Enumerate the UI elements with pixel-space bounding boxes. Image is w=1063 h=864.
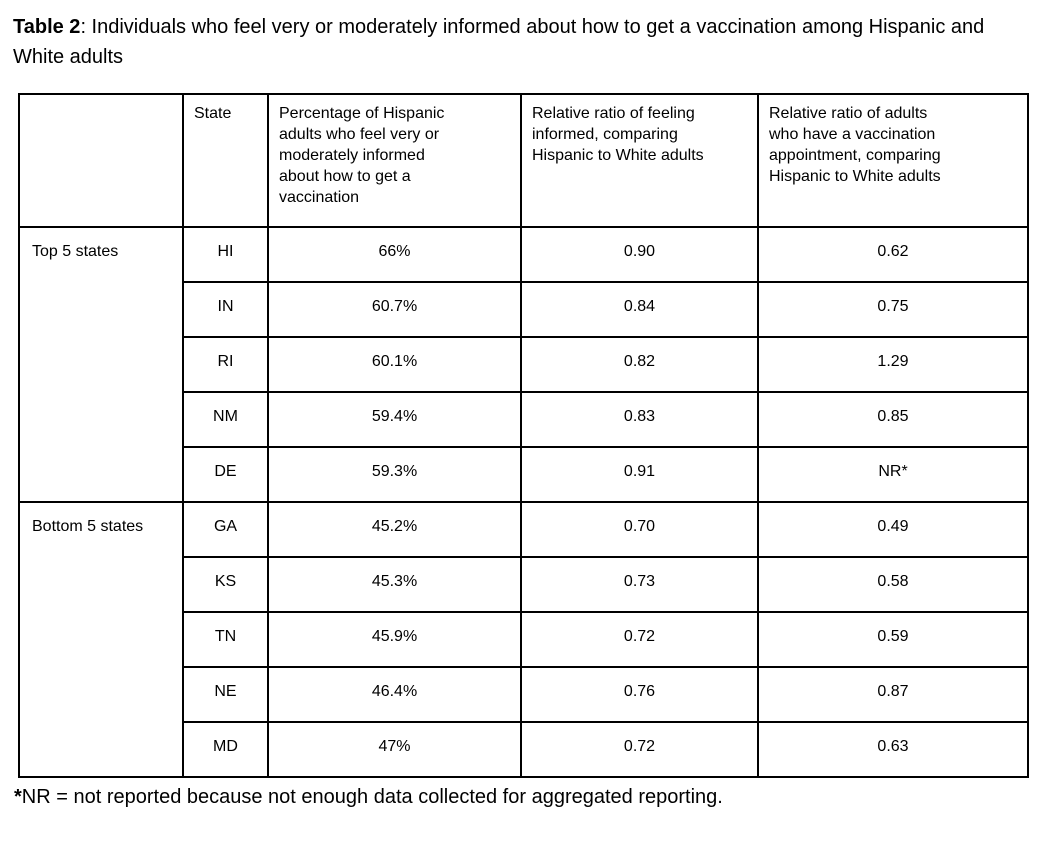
ratio-appointment-cell: 0.62	[757, 226, 1029, 283]
pct-cell: 47%	[267, 721, 522, 778]
state-cell: GA	[182, 501, 269, 558]
footnote-asterisk: *	[14, 786, 22, 808]
table-footnote: *NR = not reported because not enough da…	[14, 784, 1047, 810]
ratio-informed-cell: 0.70	[520, 501, 759, 558]
pct-cell: 45.9%	[267, 611, 522, 668]
ratio-appointment-cell: 0.63	[757, 721, 1029, 778]
table-row-hi: Top 5 states HI 66% 0.90 0.62	[18, 226, 1029, 503]
ratio-appointment-cell: 0.49	[757, 501, 1029, 558]
ratio-appointment-cell: NR*	[757, 446, 1029, 503]
row-group-top5-label: Top 5 states	[18, 226, 184, 503]
ratio-appointment-cell: 0.75	[757, 281, 1029, 338]
header-ratio-informed: Relative ratio of feeling informed, comp…	[520, 93, 759, 228]
table-title-label: Table 2	[13, 16, 81, 38]
vaccination-info-table: State Percentage of Hispanic adults who …	[18, 93, 1029, 778]
ratio-informed-cell: 0.72	[520, 611, 759, 668]
table-row-nm: NM 59.4% 0.83 0.85	[19, 391, 1029, 448]
table-row-ga: Bottom 5 states GA 45.2% 0.70 0.49	[18, 501, 1029, 778]
pct-cell: 60.7%	[267, 281, 522, 338]
header-group	[18, 93, 184, 228]
state-cell: KS	[182, 556, 269, 613]
ratio-appointment-cell: 0.58	[757, 556, 1029, 613]
ratio-informed-cell: 0.72	[520, 721, 759, 778]
row-group-bottom5-label: Bottom 5 states	[18, 501, 184, 778]
document-page: Table 2: Individuals who feel very or mo…	[13, 12, 1047, 810]
state-cell: IN	[182, 281, 269, 338]
state-cell: MD	[182, 721, 269, 778]
footnote-text: NR = not reported because not enough dat…	[21, 786, 723, 808]
state-cell: RI	[182, 336, 269, 393]
table-title-text: : Individuals who feel very or moderatel…	[13, 16, 985, 68]
table-title: Table 2: Individuals who feel very or mo…	[13, 12, 1025, 72]
table-row-tn: TN 45.9% 0.72 0.59	[19, 611, 1029, 668]
state-cell: DE	[182, 446, 269, 503]
ratio-informed-cell: 0.73	[520, 556, 759, 613]
pct-cell: 59.4%	[267, 391, 522, 448]
table-row-ks: KS 45.3% 0.73 0.58	[19, 556, 1029, 613]
pct-cell: 66%	[267, 226, 522, 283]
table-row-in: IN 60.7% 0.84 0.75	[19, 281, 1029, 338]
table-row-ri: RI 60.1% 0.82 1.29	[19, 336, 1029, 393]
state-cell: NM	[182, 391, 269, 448]
ratio-informed-cell: 0.90	[520, 226, 759, 283]
ratio-appointment-cell: 1.29	[757, 336, 1029, 393]
table-row-md: MD 47% 0.72 0.63	[19, 721, 1029, 778]
ratio-appointment-cell: 0.85	[757, 391, 1029, 448]
table-row-ne: NE 46.4% 0.76 0.87	[19, 666, 1029, 723]
table-row-de: DE 59.3% 0.91 NR*	[19, 446, 1029, 503]
state-cell: HI	[182, 226, 269, 283]
ratio-appointment-cell: 0.87	[757, 666, 1029, 723]
ratio-informed-cell: 0.84	[520, 281, 759, 338]
header-ratio-appointment: Relative ratio of adults who have a vacc…	[757, 93, 1029, 228]
table-header-row: State Percentage of Hispanic adults who …	[18, 93, 1029, 228]
ratio-informed-cell: 0.82	[520, 336, 759, 393]
header-state: State	[182, 93, 269, 228]
state-cell: TN	[182, 611, 269, 668]
ratio-informed-cell: 0.76	[520, 666, 759, 723]
pct-cell: 46.4%	[267, 666, 522, 723]
pct-cell: 45.2%	[267, 501, 522, 558]
ratio-informed-cell: 0.91	[520, 446, 759, 503]
pct-cell: 60.1%	[267, 336, 522, 393]
state-cell: NE	[182, 666, 269, 723]
ratio-appointment-cell: 0.59	[757, 611, 1029, 668]
ratio-informed-cell: 0.83	[520, 391, 759, 448]
header-pct-informed: Percentage of Hispanic adults who feel v…	[267, 93, 522, 228]
pct-cell: 45.3%	[267, 556, 522, 613]
pct-cell: 59.3%	[267, 446, 522, 503]
